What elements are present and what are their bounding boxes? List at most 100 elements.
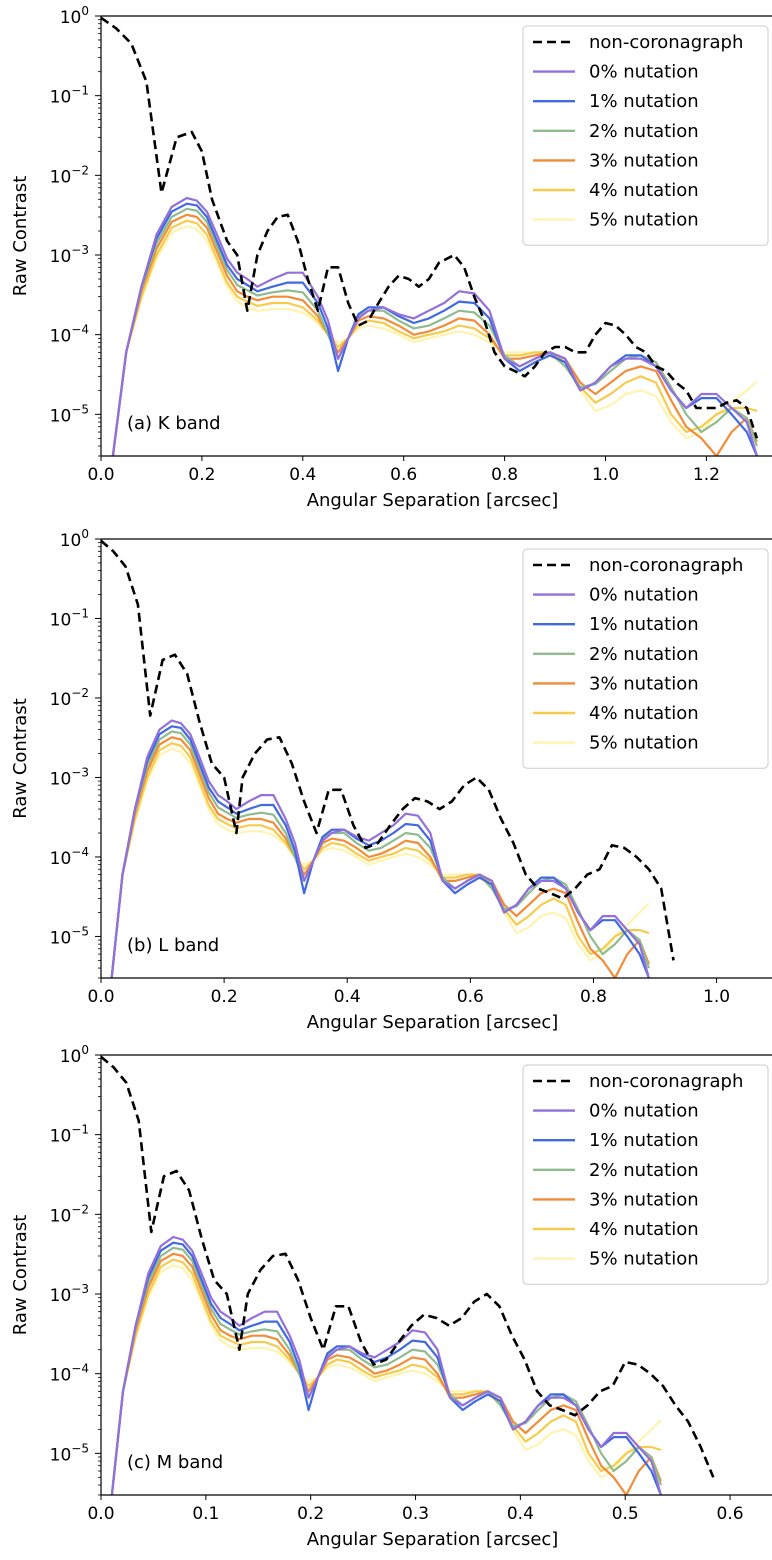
series-group xyxy=(101,539,675,978)
x-tick-label: 0.0 xyxy=(87,1504,114,1524)
series-line-non-coronagraph xyxy=(101,16,759,439)
y-tick-exponent: −4 xyxy=(71,323,89,337)
legend-label: 2% nutation xyxy=(589,644,699,665)
series-line-non-coronagraph xyxy=(101,539,675,961)
x-tick-label: 0.3 xyxy=(402,1504,429,1524)
y-tick-label: 100 xyxy=(60,527,89,551)
legend-label: 1% nutation xyxy=(589,1130,699,1151)
legend: non-coronagraph 0% nutation 1% nutation 2% … xyxy=(522,1064,769,1285)
y-axis-label: Raw Contrast xyxy=(10,1215,31,1336)
legend-box xyxy=(522,25,769,246)
y-tick-exponent: −2 xyxy=(71,163,89,177)
legend: non-coronagraph 0% nutation 1% nutation 2% … xyxy=(522,25,769,246)
legend: non-coronagraph 0% nutation 1% nutation 2% … xyxy=(522,548,769,769)
legend-label: 3% nutation xyxy=(589,673,699,694)
x-tick-label: 0.4 xyxy=(334,987,361,1007)
series-group xyxy=(101,1055,715,1495)
y-tick-base: 10 xyxy=(50,1127,72,1147)
legend-label: 0% nutation xyxy=(589,62,699,83)
x-tick-label: 0.4 xyxy=(507,1504,534,1524)
y-tick-base: 10 xyxy=(60,8,82,28)
y-tick-base: 10 xyxy=(50,769,72,789)
y-tick-exponent: −3 xyxy=(71,1282,89,1296)
legend-label: 2% nutation xyxy=(589,1160,699,1181)
x-axis-label: Angular Separation [arcsec] xyxy=(307,1012,559,1033)
y-tick-exponent: −5 xyxy=(71,1441,89,1455)
x-tick-label: 0.1 xyxy=(192,1504,219,1524)
y-tick-exponent: −4 xyxy=(71,1362,89,1376)
series-group xyxy=(101,16,759,456)
x-tick-label: 0.0 xyxy=(87,987,114,1007)
chart-panel-1: 0.0 0.2 0.4 0.6 0.8 1.0 1.210−510−410−310−210−… xyxy=(10,4,772,511)
series-line-1-nutation xyxy=(111,202,758,456)
y-tick-base: 10 xyxy=(50,327,72,347)
y-tick-base: 10 xyxy=(50,610,72,630)
y-tick-base: 10 xyxy=(60,1047,82,1067)
y-tick-label: 100 xyxy=(60,4,89,28)
y-tick-base: 10 xyxy=(50,1286,72,1306)
y-tick-exponent: −1 xyxy=(71,1123,89,1137)
series-line-3-nutation xyxy=(110,1252,662,1495)
y-tick-label: 10−4 xyxy=(50,1362,89,1386)
y-tick-base: 10 xyxy=(50,167,72,187)
y-tick-exponent: −3 xyxy=(71,243,89,257)
legend-label: 1% nutation xyxy=(589,91,699,112)
y-tick-label: 10−2 xyxy=(50,163,89,187)
series-line-0-nutation xyxy=(111,196,758,456)
panel-label: (c) M band xyxy=(127,1452,223,1473)
y-tick-base: 10 xyxy=(50,247,72,267)
legend-label: 4% nutation xyxy=(589,180,699,201)
legend-label: 5% nutation xyxy=(589,1249,699,1270)
legend-label: 1% nutation xyxy=(589,614,699,635)
x-tick-label: 0.2 xyxy=(188,465,215,485)
y-tick-label: 10−4 xyxy=(50,323,89,347)
legend-label: 3% nutation xyxy=(589,1189,699,1210)
y-tick-base: 10 xyxy=(50,690,72,710)
y-tick-base: 10 xyxy=(50,928,72,948)
series-line-4-nutation xyxy=(110,1258,662,1495)
y-tick-label: 10−4 xyxy=(50,845,89,869)
y-tick-label: 10−3 xyxy=(50,1282,89,1306)
legend-label: 0% nutation xyxy=(589,585,699,606)
y-tick-label: 10−5 xyxy=(50,1441,89,1465)
x-tick-label: 0.5 xyxy=(612,1504,639,1524)
y-tick-label: 10−1 xyxy=(50,1123,89,1147)
series-line-5-nutation xyxy=(111,225,758,456)
legend-label: 3% nutation xyxy=(589,150,699,171)
x-tick-label: 0.0 xyxy=(87,465,114,485)
x-tick-label: 0.8 xyxy=(491,465,518,485)
series-line-0-nutation xyxy=(110,719,650,978)
y-axis-label: Raw Contrast xyxy=(10,176,31,297)
legend-label: 2% nutation xyxy=(589,121,699,142)
y-tick-label: 10−3 xyxy=(50,765,89,789)
x-tick-label: 0.6 xyxy=(390,465,417,485)
series-line-3-nutation xyxy=(111,213,758,456)
x-tick-label: 0.4 xyxy=(289,465,316,485)
legend-label: non-coronagraph xyxy=(589,1071,743,1092)
x-tick-label: 1.0 xyxy=(703,987,730,1007)
y-tick-exponent: 0 xyxy=(81,1043,89,1057)
y-tick-exponent: −1 xyxy=(71,84,89,98)
legend-label: non-coronagraph xyxy=(589,32,743,53)
y-tick-label: 10−2 xyxy=(50,1202,89,1226)
y-tick-base: 10 xyxy=(50,1445,72,1465)
legend-box xyxy=(522,548,769,769)
chart-panel-3: 0.0 0.1 0.2 0.3 0.4 0.5 0.610−510−410−310−210−… xyxy=(10,1043,772,1550)
series-line-0-nutation xyxy=(110,1235,662,1495)
y-tick-exponent: 0 xyxy=(81,4,89,18)
y-tick-exponent: −2 xyxy=(71,1202,89,1216)
y-tick-exponent: −1 xyxy=(71,606,89,620)
series-line-5-nutation xyxy=(110,1264,662,1495)
chart-panel-2: 0.0 0.2 0.4 0.6 0.8 1.010−510−410−310−210−110… xyxy=(10,527,772,1033)
x-axis-label: Angular Separation [arcsec] xyxy=(307,1529,559,1550)
y-tick-label: 10−5 xyxy=(50,402,89,426)
legend-label: 5% nutation xyxy=(589,210,699,231)
y-tick-base: 10 xyxy=(50,849,72,869)
x-tick-label: 1.0 xyxy=(592,465,619,485)
y-tick-label: 10−5 xyxy=(50,924,89,948)
y-tick-exponent: −5 xyxy=(71,402,89,416)
series-line-4-nutation xyxy=(110,742,650,978)
y-axis-label: Raw Contrast xyxy=(10,698,31,819)
legend-box xyxy=(522,1064,769,1285)
